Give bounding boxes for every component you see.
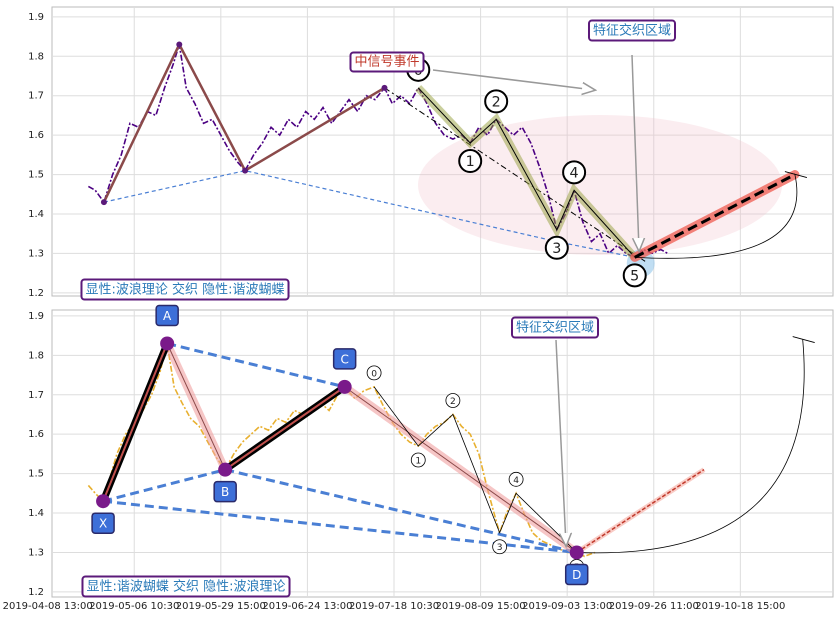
arc-cap (784, 171, 808, 179)
y-tick-label: 1.4 (28, 209, 44, 220)
y-tick-label: 1.8 (28, 350, 44, 361)
wave-label: 0 (371, 369, 377, 379)
y-tick-label: 1.8 (28, 51, 44, 62)
harmonic-label: C (340, 352, 348, 366)
projection-line (576, 469, 705, 554)
wave-point (242, 167, 249, 174)
y-tick-label: 1.2 (28, 288, 44, 299)
harmonic-label-box (155, 304, 179, 327)
wave-label: 3 (497, 543, 503, 553)
wave-label-circle (492, 539, 508, 555)
wave-label: 5 (630, 268, 639, 284)
x-tick-label: 2019-05-29 15:00 (176, 601, 266, 612)
wave-label: 1 (466, 154, 475, 170)
y-tick-label: 1.9 (28, 311, 44, 322)
harmonic-point (218, 462, 233, 477)
harmonic-point (160, 336, 175, 351)
x-tick-label: 2019-09-26 11:00 (609, 601, 699, 612)
harmonic-label: A (163, 309, 172, 323)
annotation-box (587, 19, 677, 42)
harmonic-label-box (332, 348, 357, 370)
harmonic-label: B (221, 485, 229, 499)
annotation: 特征交织区域 (516, 320, 594, 336)
harmonic-leg-inner (102, 343, 169, 502)
y-tick-label: 1.4 (28, 508, 44, 519)
y-tick-label: 1.7 (28, 91, 44, 102)
harmonic-label-box (213, 480, 237, 503)
annotation: 特征交织区域 (593, 23, 671, 39)
x-tick-label: 2019-07-18 10:30 (349, 601, 439, 612)
wave-label: 4 (570, 165, 579, 181)
harmonic-point (96, 494, 111, 509)
wave-label-circle (410, 452, 426, 468)
wave-label: 1 (415, 457, 421, 467)
harmonic-dashed (102, 468, 226, 503)
arc (576, 339, 805, 554)
annotation: 显性:谐波蝴蝶 交织 隐性:波浪理论 (86, 579, 285, 595)
x-tick-label: 2019-06-24 13:00 (262, 601, 352, 612)
x-tick-label: 2019-04-08 13:00 (3, 601, 93, 612)
y-tick-label: 1.6 (28, 429, 44, 440)
harmonic-label-box (91, 512, 115, 534)
y-tick-label: 1.5 (28, 469, 44, 480)
annotation-box (510, 316, 600, 339)
annotation-box (349, 51, 425, 73)
wave-label: 2 (450, 397, 456, 407)
harmonic-point (569, 545, 584, 560)
harmonic-leg-inner (224, 386, 346, 471)
harmonic-label-box (564, 563, 589, 586)
y-tick-label: 1.2 (28, 587, 44, 598)
wave-label-circle (544, 235, 569, 260)
y-tick-label: 1.9 (28, 12, 44, 23)
harmonic-point (337, 379, 352, 394)
wave-label-circle (562, 160, 587, 185)
y-tick-label: 1.7 (28, 390, 44, 401)
wave-label-circle (366, 365, 382, 381)
wave-label-circle (484, 89, 509, 114)
wave-label-circle (622, 263, 647, 288)
wave-label: 4 (513, 476, 519, 486)
wave-point (100, 199, 107, 206)
x-tick-label: 2019-08-09 15:00 (436, 601, 526, 612)
y-tick-label: 1.3 (28, 248, 44, 259)
support-line (103, 170, 635, 258)
annotation: 中信号事件 (354, 55, 419, 70)
harmonic-dashed (224, 468, 578, 554)
wave-point (381, 84, 388, 91)
y-tick-label: 1.6 (28, 130, 44, 141)
elliott-line (417, 87, 636, 258)
price-line (87, 44, 669, 259)
harmonic-leg (344, 386, 577, 553)
wave-line (102, 41, 386, 203)
wave-label-circle (445, 393, 461, 408)
wave-label-circle (508, 471, 524, 487)
arc (634, 174, 798, 259)
arrow (555, 339, 566, 545)
harmonic-label: D (572, 568, 581, 582)
x-tick-label: 2019-09-03 13:00 (522, 601, 612, 612)
arrow (432, 69, 594, 90)
harmonic-leg (166, 343, 226, 470)
y-tick-label: 1.5 (28, 170, 44, 181)
harmonic-label: X (99, 517, 107, 531)
annotation: 显性:波浪理论 交织 隐性:谐波蝴蝶 (85, 282, 284, 298)
annotation-box (80, 278, 290, 301)
harmonic-dashed (166, 342, 346, 389)
projection-line (634, 173, 796, 259)
x-tick-label: 2019-05-06 10:30 (89, 601, 179, 612)
annotation-box (81, 575, 291, 598)
elliott-line (373, 386, 577, 553)
wave-label: 3 (552, 241, 561, 257)
trend-line (384, 87, 646, 262)
wave-point (176, 41, 183, 48)
plot-area (51, 6, 834, 297)
y-tick-label: 1.3 (28, 547, 44, 558)
wave-label-circle (458, 149, 483, 174)
wave-label: 2 (492, 94, 501, 110)
x-tick-label: 2019-10-18 15:00 (695, 601, 785, 612)
arrow (631, 54, 639, 250)
arc-cap (792, 336, 815, 344)
